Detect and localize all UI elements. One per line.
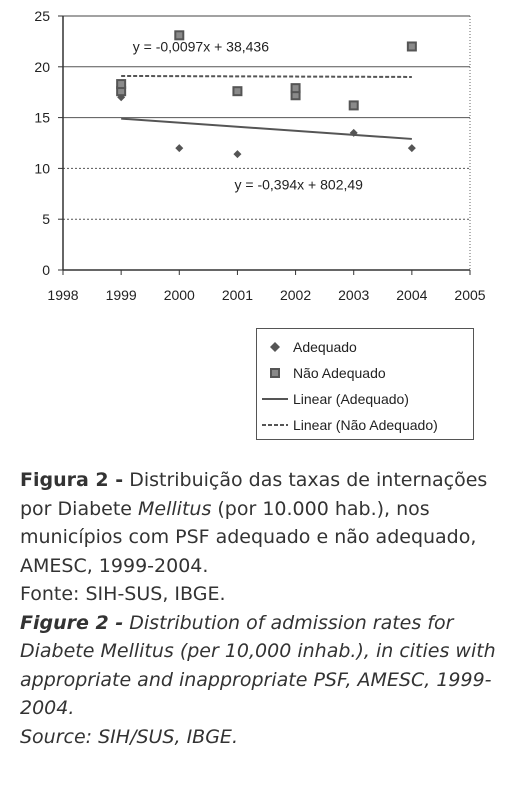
data-point-nao-adequado [348, 100, 359, 111]
legend-item-nao-adequado: Não Adequado [257, 361, 386, 385]
y-tick-label: 15 [34, 110, 50, 126]
legend-label: Adequado [293, 339, 357, 355]
legend-label: Linear (Adequado) [293, 391, 409, 407]
legend-label: Não Adequado [293, 365, 386, 381]
data-point-adequado [349, 128, 358, 137]
legend-item-adequado: Adequado [257, 335, 357, 359]
legend-item-linear-adequado: Linear (Adequado) [257, 387, 409, 411]
legend-item-linear-nao-adequado: Linear (Não Adequado) [257, 413, 438, 437]
points-layer [116, 30, 417, 159]
caption-pt-italic: Mellitus [138, 497, 212, 520]
y-tick-label: 5 [42, 211, 50, 227]
data-point-nao-adequado [290, 90, 301, 101]
data-point-nao-adequado [290, 83, 301, 94]
y-tick-label: 10 [34, 160, 50, 176]
data-point-nao-adequado [116, 79, 127, 90]
grid-layer [63, 66, 470, 220]
caption-pt-text-2: (por 10.000 hab.), nos municípios com PS… [20, 497, 477, 577]
chart-legend: Adequado Não Adequado Linear (Adequado) … [256, 328, 474, 440]
trendline-layer [121, 74, 412, 140]
caption-en-label: Figure 2 - [20, 611, 124, 634]
axis-layer: 0 5 10 15 20 25 1998 1999 2000 2001 2002 2003 2004 20… [34, 8, 485, 303]
data-point-adequado [233, 150, 242, 159]
legend-label: Linear (Não Adequado) [293, 417, 438, 433]
data-point-nao-adequado [174, 30, 185, 41]
x-tick-label: 1998 [47, 287, 78, 303]
caption-pt-label: Figura 2 - [20, 469, 124, 491]
x-tick-label: 2002 [280, 287, 311, 303]
trendline-equation: y = -0,0097x + 38,436 [133, 39, 269, 55]
data-point-nao-adequado [116, 86, 127, 97]
caption-en-source: Source: SIH/SUS, IBGE. [20, 725, 238, 748]
square-marker-icon [257, 367, 293, 379]
y-tick-label: 20 [34, 59, 50, 75]
data-point-nao-adequado [232, 86, 243, 97]
caption-pt-text: Distribuição das taxas de internações po… [20, 469, 488, 520]
data-point-adequado [175, 144, 184, 153]
caption-pt: Figura 2 - Distribuição das taxas de int… [20, 466, 500, 580]
x-tick-label: 2005 [454, 287, 485, 303]
data-point-adequado [407, 144, 416, 153]
x-tick-label: 2004 [396, 287, 427, 303]
scatter-chart: 0 5 10 15 20 25 1998 1999 2000 2001 2002 2003 2004 20… [34, 8, 485, 303]
x-tick-label: 2001 [222, 287, 253, 303]
trendline-linear-n-o-adequado- [121, 74, 412, 78]
data-point-nao-adequado [406, 41, 417, 52]
dashed-line-icon [257, 422, 293, 428]
caption-en: Figure 2 - Distribution of admission rat… [20, 609, 500, 723]
x-tick-label: 1999 [106, 287, 137, 303]
y-tick-label: 25 [34, 8, 50, 24]
trendline-linear-adequado- [121, 117, 412, 140]
solid-line-icon [257, 396, 293, 402]
caption-pt-source: Fonte: SIH-SUS, IBGE. [20, 583, 226, 605]
figure-caption: Figura 2 - Distribuição das taxas de int… [20, 466, 500, 751]
x-tick-label: 2003 [338, 287, 369, 303]
x-tick-label: 2000 [164, 287, 195, 303]
y-tick-label: 0 [42, 262, 50, 278]
trendline-equation: y = -0,394x + 802,49 [235, 177, 364, 193]
annotation-layer: y = -0,0097x + 38,436 y = -0,394x + 802,4… [133, 39, 363, 193]
diamond-marker-icon [257, 341, 293, 353]
caption-en-text: Distribution of admission rates for Diab… [20, 611, 496, 720]
